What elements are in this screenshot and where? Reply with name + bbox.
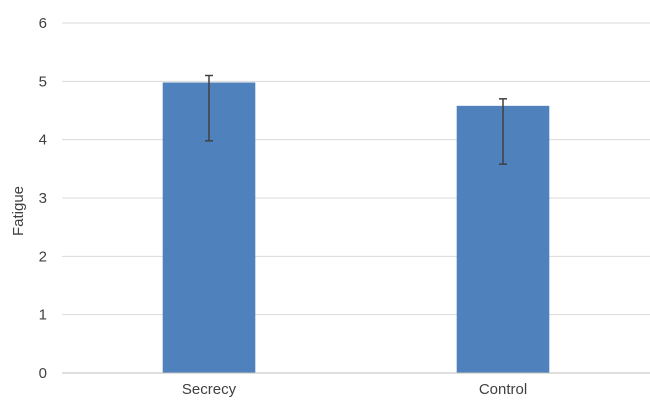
y-tick-label: 0 xyxy=(39,365,47,382)
y-tick-label: 3 xyxy=(39,190,47,207)
y-axis-label: Fatigue xyxy=(10,186,27,236)
error-bars xyxy=(205,74,507,165)
y-tick-label: 6 xyxy=(39,15,47,32)
x-tick-label: Secrecy xyxy=(182,381,237,398)
y-tick-label: 2 xyxy=(39,248,47,265)
y-tick-labels: 0 1 2 3 4 5 6 xyxy=(39,15,47,382)
x-tick-labels: Secrecy Control xyxy=(182,381,527,398)
y-tick-label: 5 xyxy=(39,73,47,90)
y-tick-label: 1 xyxy=(39,307,47,324)
gridlines xyxy=(62,22,650,316)
x-tick-label: Control xyxy=(479,381,527,398)
y-tick-label: 4 xyxy=(39,132,47,149)
bars xyxy=(162,82,550,373)
